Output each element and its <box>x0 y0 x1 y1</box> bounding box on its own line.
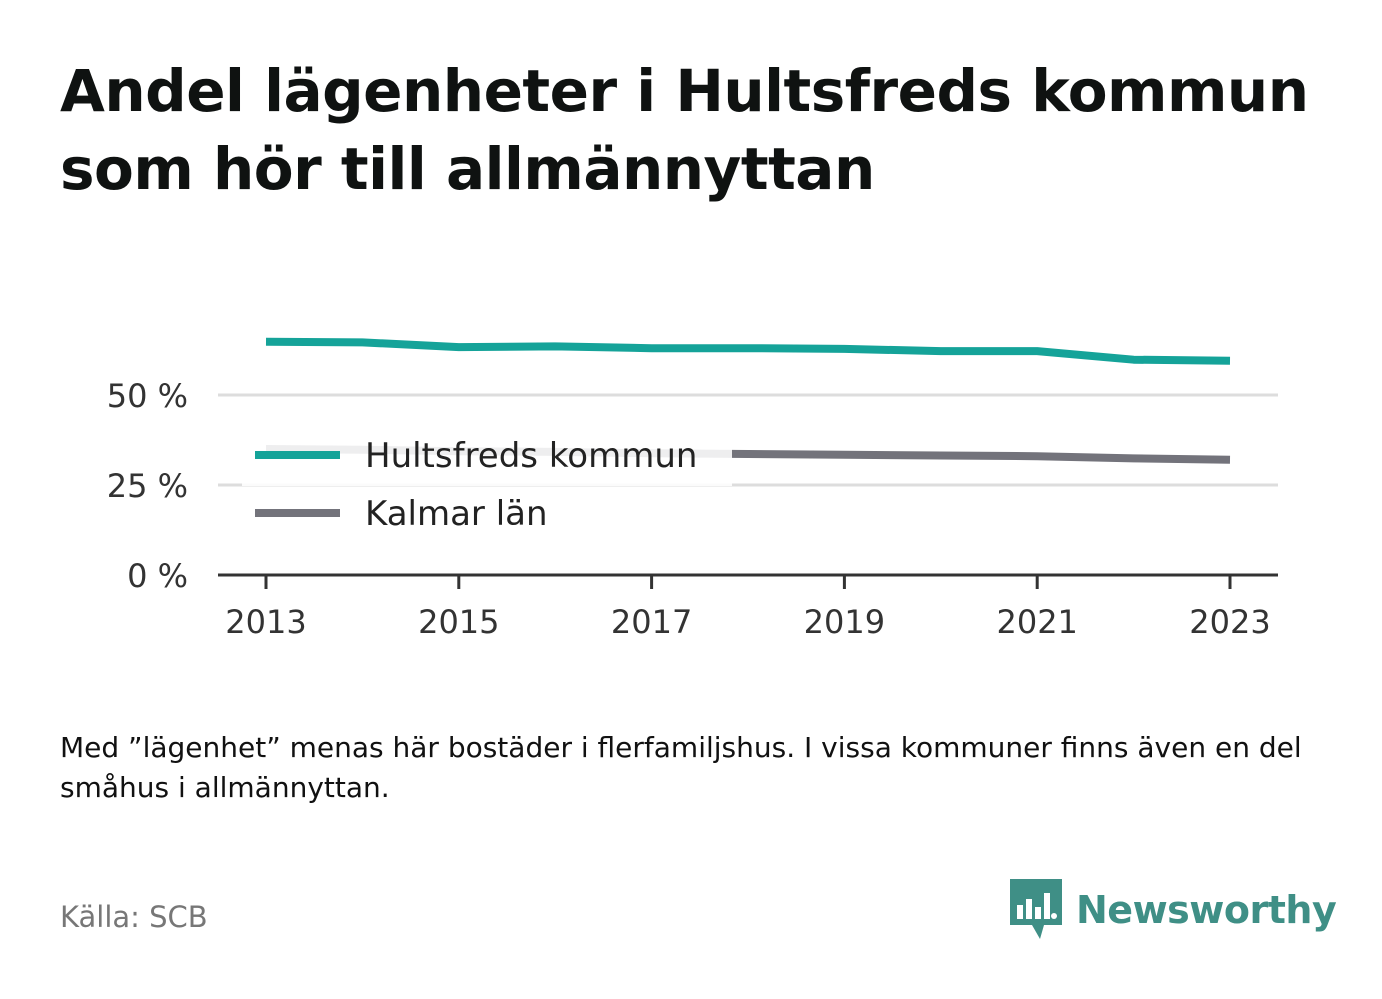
y-tick-label: 25 % <box>107 467 188 505</box>
y-axis-ticks: 0 % 25 % 50 % <box>107 377 188 595</box>
series-line-hultsfreds-kommun <box>265 337 1231 365</box>
x-tick-label: 2021 <box>996 603 1077 641</box>
legend-label: Kalmar län <box>365 494 548 534</box>
y-tick-label: 50 % <box>107 377 188 415</box>
x-tick-label: 2015 <box>418 603 499 641</box>
brand-logo: Newsworthy <box>1010 878 1337 942</box>
x-axis: 2013 2015 2017 2019 2021 2023 <box>218 573 1278 641</box>
brand-name: Newsworthy <box>1076 888 1337 932</box>
chart-note: Med ”lägenhet” menas här bostäder i fler… <box>60 731 1302 804</box>
legend: Hultsfreds kommun Kalmar län <box>242 424 732 534</box>
legend-label: Hultsfreds kommun <box>365 436 697 476</box>
bar-chart-speech-bubble-icon <box>1010 879 1062 939</box>
x-tick-label: 2019 <box>804 603 885 641</box>
x-tick-label: 2017 <box>611 603 692 641</box>
x-tick-label: 2023 <box>1189 603 1270 641</box>
chart-title: Andel lägenheter i Hultsfreds kommun som… <box>60 57 1309 203</box>
source-label: Källa: SCB <box>60 900 208 934</box>
y-tick-label: 0 % <box>127 557 188 595</box>
x-tick-label: 2013 <box>225 603 306 641</box>
